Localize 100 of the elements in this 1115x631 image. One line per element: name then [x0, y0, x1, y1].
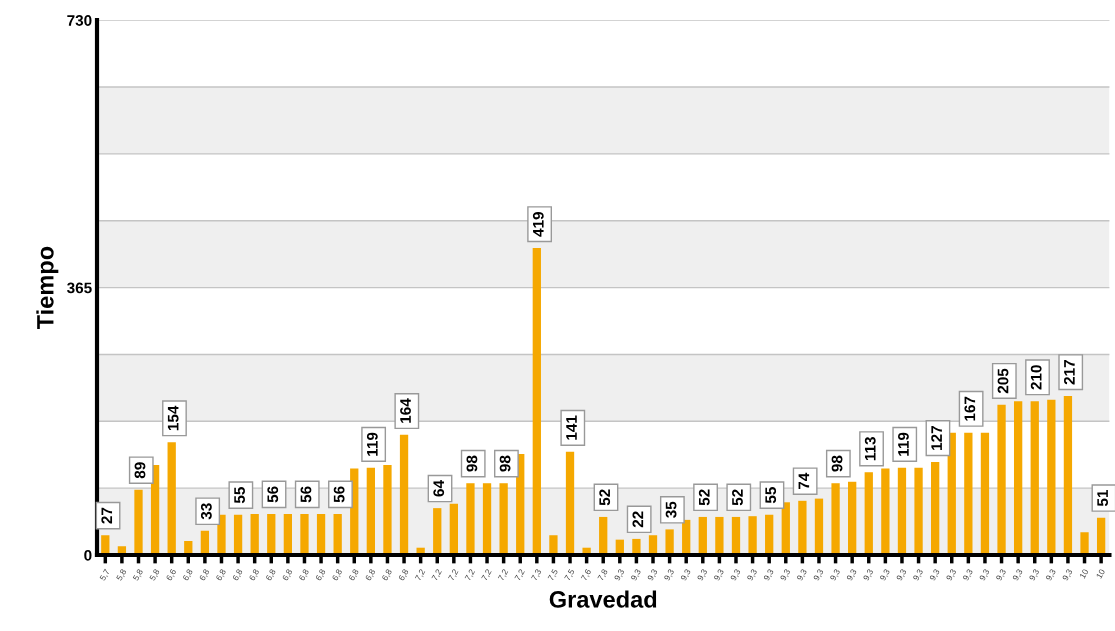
bar: [632, 538, 641, 556]
x-tick-label: 10: [1079, 568, 1089, 579]
data-label: 98: [831, 455, 843, 472]
data-label: 119: [366, 432, 378, 456]
data-label: 52: [732, 489, 743, 506]
x-tick-label: 5,8: [132, 568, 144, 582]
bar: [698, 516, 707, 556]
x-tick-label: 9,3: [829, 568, 842, 582]
bar: [748, 516, 757, 556]
data-label: 205: [997, 368, 1009, 394]
x-tick-label: 9,3: [929, 568, 941, 582]
x-tick-label: 6,8: [381, 568, 393, 582]
bar: [532, 248, 541, 556]
x-tick-label: 6,8: [315, 568, 327, 582]
x-tick-label: 7,2: [447, 568, 460, 582]
data-label: 98: [466, 455, 478, 472]
x-tick-label: 5,8: [149, 568, 161, 582]
bar: [300, 514, 309, 556]
x-tick-label: 9,3: [680, 568, 692, 582]
x-tick-label: 5,7: [99, 568, 111, 582]
data-label: 141: [566, 415, 577, 440]
x-tick-label: 9,3: [1062, 568, 1074, 582]
x-tick-label: 9,3: [862, 568, 875, 582]
x-tick-label: 6,6: [165, 568, 178, 582]
data-label: 56: [333, 486, 345, 503]
x-tick-label: 9,3: [995, 568, 1008, 582]
data-label: 98: [499, 455, 511, 472]
bar: [316, 514, 326, 556]
x-tick-label: 9,3: [696, 568, 709, 582]
data-label: 51: [1097, 489, 1109, 507]
x-tick-label: 7,5: [564, 568, 576, 582]
x-tick-label: 5,8: [116, 568, 128, 582]
data-label: 55: [765, 487, 777, 504]
x-tick-label: 7,2: [497, 568, 510, 582]
bar: [383, 464, 392, 556]
x-tick-label: 10: [1095, 568, 1106, 579]
bar: [798, 500, 807, 556]
x-tick-label: 6,8: [365, 568, 377, 582]
bar: [250, 514, 259, 556]
x-tick-label: 6,8: [265, 568, 277, 582]
data-label: 74: [798, 472, 810, 490]
x-tick-label: 9,3: [1045, 568, 1057, 582]
x-tick-label: 6,8: [248, 568, 261, 582]
bar: [765, 514, 774, 556]
bar: [233, 514, 243, 556]
x-tick-label: 9,3: [896, 568, 908, 582]
x-tick-label: 7,2: [514, 568, 526, 582]
bar: [283, 514, 293, 556]
x-tick-label: 6,8: [199, 568, 211, 582]
bar: [549, 535, 558, 556]
y-tick-label: 0: [84, 549, 92, 561]
x-tick-label: 9,3: [663, 568, 676, 582]
bar: [217, 514, 226, 556]
bar: [599, 516, 608, 556]
bar: [499, 483, 508, 556]
data-label: 52: [698, 489, 710, 506]
bar: [997, 404, 1006, 556]
data-label: 56: [300, 486, 312, 503]
bar: [781, 502, 790, 556]
bar: [565, 451, 575, 556]
x-tick-label: 7,2: [464, 568, 476, 582]
x-tick-label: 9,3: [713, 568, 725, 582]
bar: [449, 503, 458, 556]
x-tick-label: 7,3: [530, 568, 543, 582]
x-tick-label: 9,3: [813, 568, 825, 582]
bar: [1080, 532, 1089, 556]
x-tick-label: 7,8: [597, 568, 609, 582]
bar: [1096, 517, 1106, 556]
data-label: 217: [1063, 360, 1075, 385]
bar: [980, 432, 990, 556]
x-tick-label: 7,6: [580, 568, 593, 582]
x-tick-label: 6,8: [298, 568, 310, 582]
bar: [848, 481, 857, 556]
bar: [366, 467, 376, 556]
bar: [914, 467, 923, 556]
x-tick-label: 9,3: [647, 568, 659, 582]
bar: [167, 442, 176, 556]
data-label: 119: [898, 432, 909, 456]
bar: [731, 516, 741, 556]
x-tick-label: 9,3: [879, 568, 891, 582]
bar: [466, 483, 475, 556]
data-label: 55: [234, 487, 245, 504]
bar: [333, 514, 342, 556]
y-axis-title: Tiempo: [36, 246, 59, 330]
x-tick-label: 9,3: [746, 568, 759, 582]
x-tick-label: 7,5: [547, 568, 559, 582]
x-tick-label: 6,8: [331, 568, 344, 582]
data-label: 210: [1030, 365, 1042, 390]
bar: [964, 432, 973, 556]
x-tick-label: 9,3: [1012, 568, 1024, 582]
data-label: 22: [632, 511, 644, 528]
x-tick-label: 6,8: [232, 568, 244, 582]
x-tick-label: 9,3: [796, 568, 808, 582]
x-tick-label: 9,3: [630, 568, 642, 582]
x-tick-label: 6,8: [215, 568, 227, 582]
bar: [134, 489, 143, 556]
x-tick-label: 9,3: [779, 568, 792, 582]
x-tick-label: 9,3: [945, 568, 958, 582]
bar: [1047, 399, 1056, 556]
x-tick-label: 6,8: [348, 568, 360, 582]
